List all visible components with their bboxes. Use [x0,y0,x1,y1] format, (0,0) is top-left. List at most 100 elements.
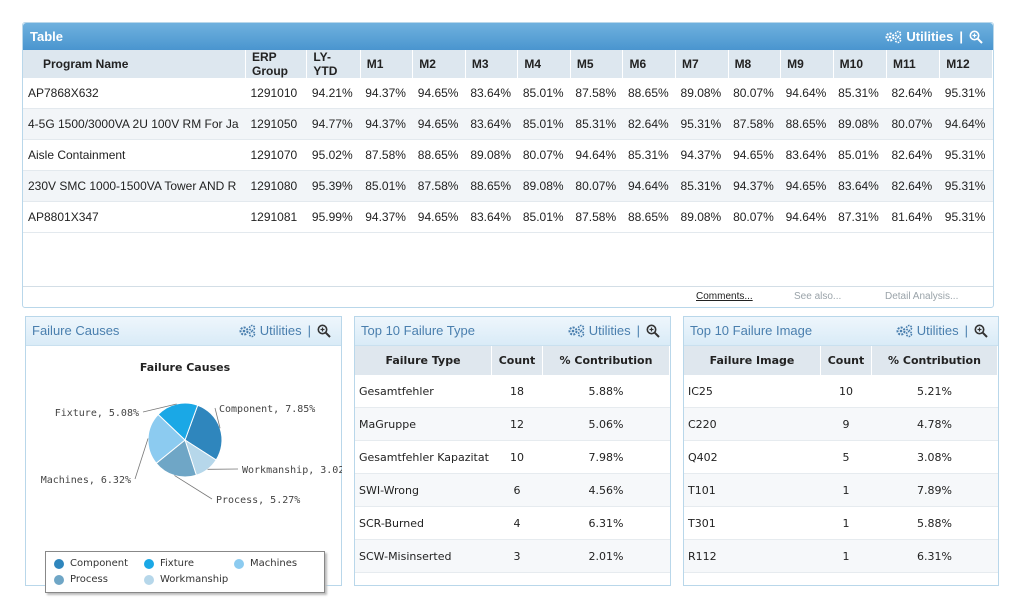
col-header[interactable]: LY-YTD [306,50,361,78]
month-value-cell: 94.65% [780,170,834,202]
legend-item[interactable]: Component [54,558,128,569]
col-header[interactable]: M9 [780,50,834,78]
gears-icon[interactable] [885,30,903,44]
table-row[interactable]: Gesamtfehler 18 5.88% [355,375,670,408]
divider: | [636,323,640,338]
utilities-link[interactable]: Utilities [259,323,302,338]
col-header[interactable]: % Contribution [542,346,670,375]
table-row[interactable]: SCW-Misinserted 3 2.01% [355,539,670,573]
col-header[interactable]: M3 [465,50,519,78]
col-header[interactable]: M8 [728,50,782,78]
col-header[interactable]: M2 [412,50,466,78]
gears-icon[interactable] [239,324,257,338]
table-row[interactable]: Aisle Containment 1291070 95.02% 87.58% 88.6… [23,139,993,171]
table-row[interactable]: T101 1 7.89% [684,473,998,507]
table-row[interactable]: AP8801X347 1291081 95.99% 94.37% 94.65% 83.64… [23,201,993,233]
month-value-cell: 89.08% [675,201,729,233]
erp-group-cell: 1291070 [245,139,307,171]
col-header[interactable]: M10 [833,50,887,78]
count-cell: 1 [820,506,872,540]
top10-type-utilities: Utilities | [568,317,660,345]
col-header[interactable]: Program Name [23,50,246,78]
table-row[interactable]: C220 9 4.78% [684,407,998,441]
table-row[interactable]: T301 1 5.88% [684,506,998,540]
gears-icon[interactable] [896,324,914,338]
table-row[interactable]: 4-5G 1500/3000VA 2U 100V RM For Ja 129105… [23,108,993,140]
table-row[interactable]: R112 1 6.31% [684,539,998,573]
col-header[interactable]: Count [491,346,543,375]
month-value-cell: 85.31% [570,108,623,140]
program-name-cell: 230V SMC 1000-1500VA Tower AND R [23,170,246,202]
col-header[interactable]: ERP Group [245,50,308,78]
name-cell: C220 [684,407,821,441]
utilities-link[interactable]: Utilities [906,29,954,44]
col-header[interactable]: M4 [517,50,571,78]
col-header[interactable]: M1 [360,50,414,78]
legend-item[interactable]: Machines [234,558,297,569]
table-row[interactable]: 230V SMC 1000-1500VA Tower AND R 1291080 9… [23,170,993,202]
month-value-cell: 83.64% [465,201,518,233]
table-row[interactable]: AP7868X632 1291010 94.21% 94.37% 94.65% 83.64… [23,78,993,109]
month-value-cell: 88.65% [622,78,676,109]
erp-group-cell: 1291080 [245,170,307,202]
count-cell: 3 [491,539,543,573]
program-name-cell: 4-5G 1500/3000VA 2U 100V RM For Ja [23,108,246,140]
month-value-cell: 88.65% [465,170,518,202]
count-cell: 6 [491,473,543,507]
zoom-in-icon[interactable] [317,324,331,338]
col-header[interactable]: % Contribution [871,346,998,375]
count-cell: 18 [491,375,543,408]
month-value-cell: 88.65% [780,108,834,140]
pie-chart-area: Failure Causes Component, 7.85% Workmansh… [26,346,350,593]
zoom-in-icon[interactable] [646,324,660,338]
utilities-link[interactable]: Utilities [588,323,631,338]
col-header[interactable]: M7 [675,50,729,78]
data-label: Fixture, 5.08% [55,408,139,419]
zoom-in-icon[interactable] [974,324,988,338]
see-also-link[interactable]: See also... [794,291,842,302]
table-row[interactable]: MaGruppe 12 5.06% [355,407,670,441]
table-row[interactable]: Gesamtfehler Kapazitat 10 7.98% [355,440,670,474]
legend-item[interactable]: Workmanship [144,574,228,585]
col-header[interactable]: M6 [622,50,677,78]
count-cell: 9 [820,407,872,441]
col-header[interactable]: M5 [570,50,624,78]
program-table: Program Name ERP Group LY-YTD M1 M2 M3 M4 M5 M6 M… [23,50,993,263]
month-value-cell: 94.37% [728,170,781,202]
legend-item[interactable]: Process [54,574,108,585]
table-row[interactable]: SCR-Burned 4 6.31% [355,506,670,540]
name-cell: MaGruppe [355,407,492,441]
utilities-link[interactable]: Utilities [916,323,959,338]
comments-link[interactable]: Comments... [696,291,753,302]
top10-image-header: Top 10 Failure Image Utilities | [684,317,998,346]
legend-label: Component [70,558,129,569]
month-value-cell: 94.64% [780,78,834,109]
gears-icon[interactable] [568,324,586,338]
table-row[interactable]: Q402 5 3.08% [684,440,998,474]
count-cell: 10 [491,440,543,474]
name-cell: Gesamtfehler [355,375,492,408]
col-header[interactable]: Count [820,346,872,375]
name-cell: T301 [684,506,821,540]
pie-slice-machines[interactable] [147,413,186,464]
col-header[interactable]: Failure Image [684,346,821,375]
month-value-cell: 83.64% [465,108,518,140]
col-header[interactable]: M12 [939,50,993,78]
col-header[interactable]: Failure Type [355,346,492,375]
col-header[interactable]: M11 [886,50,941,78]
name-cell: IC25 [684,375,821,408]
table-row[interactable]: SWI-Wrong 6 4.56% [355,473,670,507]
contribution-cell: 2.01% [542,539,670,573]
month-value-cell: 95.31% [939,139,993,171]
legend-marker-icon [144,574,154,585]
pie-slice-process[interactable] [155,439,197,478]
detail-analysis-link[interactable]: Detail Analysis... [885,291,959,302]
legend-item[interactable]: Fixture [144,558,194,569]
zoom-in-icon[interactable] [969,30,983,44]
name-cell: SWI-Wrong [355,473,492,507]
erp-group-cell: 1291050 [245,108,307,140]
table-row[interactable]: IC25 10 5.21% [684,375,998,408]
leader-line [134,438,149,480]
failure-causes-header: Failure Causes Utilities | [26,317,341,346]
erp-group-cell: 1291010 [245,78,307,109]
